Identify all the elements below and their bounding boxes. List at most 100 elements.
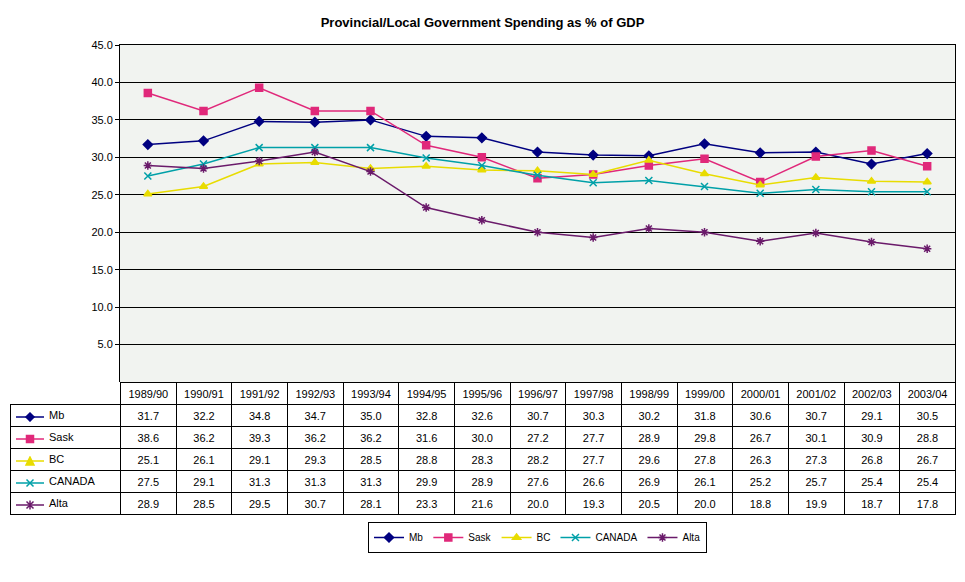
html-text:36.2: 36.2	[360, 431, 382, 444]
html-text:28.5: 28.5	[360, 453, 382, 466]
html-text:30.5: 30.5	[916, 409, 939, 422]
html-text:27.2: 27.2	[527, 431, 549, 444]
html-text:25.1: 25.1	[137, 453, 159, 466]
html-text:32.6: 32.6	[471, 409, 493, 422]
html-text:27.6: 27.6	[527, 475, 549, 488]
html-text:25.2: 25.2	[749, 475, 772, 488]
html-text:28.2: 28.2	[527, 453, 549, 466]
svg-text:Alta: Alta	[682, 532, 700, 543]
html-text:1991/92: 1991/92	[239, 387, 280, 400]
html-text:26.7: 26.7	[916, 453, 939, 466]
html-text:31.3: 31.3	[248, 475, 271, 488]
html-text:30.7: 30.7	[805, 409, 827, 422]
html-text:31.7: 31.7	[137, 409, 159, 422]
html-text:1993/94: 1993/94	[351, 387, 391, 400]
svg-text:Mb: Mb	[409, 532, 423, 543]
html-text:29.6: 29.6	[638, 453, 660, 466]
html-text:36.2: 36.2	[193, 431, 215, 444]
html-text:36.2: 36.2	[304, 431, 326, 444]
html-text:28.9: 28.9	[137, 497, 159, 510]
html-text:30.0: 30.0	[471, 431, 493, 444]
html-text:29.5: 29.5	[248, 497, 271, 510]
svg-text:45.0: 45.0	[91, 39, 112, 51]
html-text:Alta: Alta	[49, 497, 68, 510]
html-text:26.7: 26.7	[749, 431, 772, 444]
html-text:30.7: 30.7	[527, 409, 549, 422]
html-text:25.4: 25.4	[861, 475, 883, 488]
html-text:27.5: 27.5	[137, 475, 159, 488]
html-text:30.2: 30.2	[638, 409, 660, 422]
html-text:27.3: 27.3	[805, 453, 827, 466]
html-text:35.0: 35.0	[360, 409, 382, 422]
html-text:29.1: 29.1	[248, 453, 271, 466]
html-text:29.3: 29.3	[304, 453, 326, 466]
svg-text:Sask: Sask	[468, 532, 491, 543]
html-text:1994/95: 1994/95	[406, 387, 447, 400]
html-text:29.1: 29.1	[861, 409, 883, 422]
html-text:38.6: 38.6	[137, 431, 159, 444]
html-text:28.3: 28.3	[471, 453, 493, 466]
svg-text:5.0: 5.0	[98, 338, 113, 350]
html-text:Sask: Sask	[49, 431, 74, 444]
html-text:31.6: 31.6	[415, 431, 438, 444]
html-text:27.7: 27.7	[582, 453, 605, 466]
html-text:34.7: 34.7	[304, 409, 326, 422]
svg-text:35.0: 35.0	[91, 114, 112, 126]
html-text:1989/90: 1989/90	[128, 387, 169, 400]
html-text:31.8: 31.8	[694, 409, 716, 422]
html-text:30.7: 30.7	[304, 497, 326, 510]
html-text:27.8: 27.8	[694, 453, 716, 466]
html-text:1997/98: 1997/98	[573, 387, 614, 400]
html-text:28.1: 28.1	[360, 497, 382, 510]
html-text:2003/04: 2003/04	[907, 387, 948, 400]
html-text:30.9: 30.9	[861, 431, 883, 444]
html-text:39.3: 39.3	[248, 431, 271, 444]
html-text:1995/96: 1995/96	[462, 387, 503, 400]
html-text:25.4: 25.4	[916, 475, 939, 488]
html-text:28.8: 28.8	[916, 431, 939, 444]
html-text:26.9: 26.9	[638, 475, 660, 488]
html-text:26.8: 26.8	[861, 453, 883, 466]
html-text:29.9: 29.9	[415, 475, 438, 488]
svg-text:40.0: 40.0	[91, 76, 112, 88]
html-text:28.9: 28.9	[471, 475, 493, 488]
html-text:26.6: 26.6	[582, 475, 605, 488]
svg-text:10.0: 10.0	[91, 301, 112, 313]
html-text:30.3: 30.3	[582, 409, 605, 422]
html-text:2000/01: 2000/01	[740, 387, 781, 400]
html-text:28.8: 28.8	[415, 453, 438, 466]
html-text:32.2: 32.2	[193, 409, 215, 422]
html-text:1992/93: 1992/93	[295, 387, 336, 400]
html-text:30.6: 30.6	[749, 409, 772, 422]
svg-text:BC: BC	[537, 532, 551, 543]
html-text:29.1: 29.1	[193, 475, 215, 488]
html-text:CANADA: CANADA	[49, 475, 95, 488]
html-text:34.8: 34.8	[248, 409, 271, 422]
html-text:25.7: 25.7	[805, 475, 827, 488]
html-text:28.9: 28.9	[638, 431, 660, 444]
html-text:31.3: 31.3	[304, 475, 326, 488]
html-text:1999/00: 1999/00	[685, 387, 725, 400]
svg-text:30.0: 30.0	[91, 151, 112, 163]
html-text:26.3: 26.3	[749, 453, 772, 466]
html-text:31.3: 31.3	[360, 475, 382, 488]
html-text:Mb: Mb	[49, 409, 65, 422]
svg-text:20.0: 20.0	[91, 226, 112, 238]
svg-text:Provincial/Local Government Sp: Provincial/Local Government Spending as …	[321, 15, 645, 30]
html-text:2002/03: 2002/03	[852, 387, 892, 400]
svg-text:25.0: 25.0	[91, 189, 112, 201]
html-text:32.8: 32.8	[415, 409, 438, 422]
html-text:26.1: 26.1	[694, 475, 716, 488]
svg-text:CANADA: CANADA	[595, 532, 637, 543]
html-text:26.1: 26.1	[193, 453, 215, 466]
html-text:29.8: 29.8	[694, 431, 716, 444]
html-text:1996/97: 1996/97	[518, 387, 558, 400]
html-text:30.1: 30.1	[805, 431, 827, 444]
html-text:27.7: 27.7	[582, 431, 605, 444]
svg-text:15.0: 15.0	[91, 264, 112, 276]
html-text:BC: BC	[49, 453, 65, 466]
html-text:28.5: 28.5	[193, 497, 215, 510]
html-text:1998/99: 1998/99	[629, 387, 670, 400]
html-text:2001/02: 2001/02	[796, 387, 837, 400]
html-text:1990/91: 1990/91	[184, 387, 224, 400]
